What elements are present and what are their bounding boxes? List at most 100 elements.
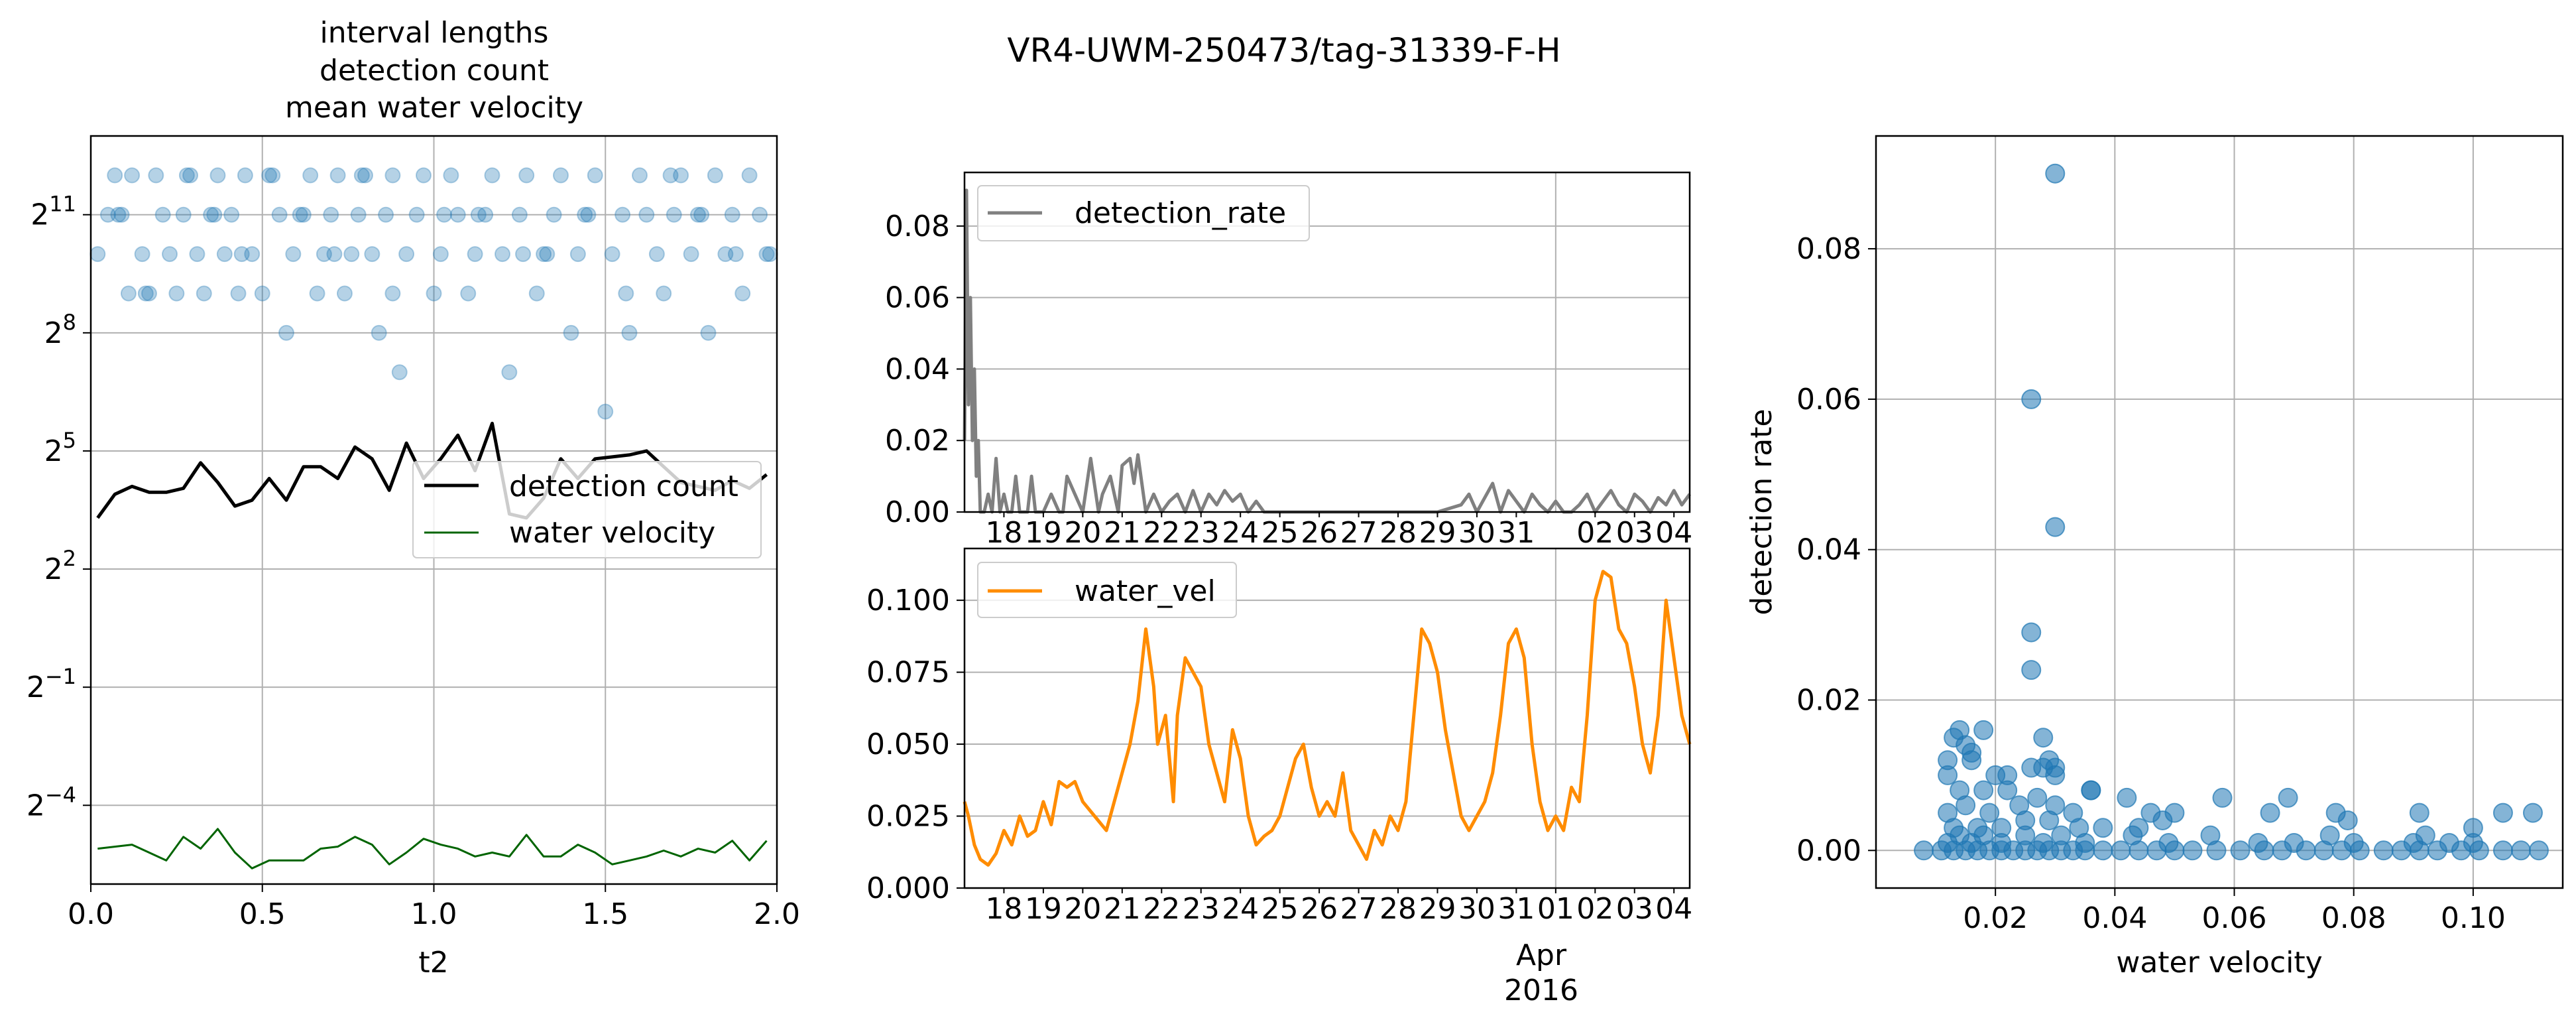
right-scatter-point xyxy=(2093,818,2113,838)
left-title-line-3: mean water velocity xyxy=(285,91,583,125)
right-scatter-point xyxy=(2164,802,2185,823)
middle-bottom-xtick-label: 19 xyxy=(1025,892,1062,926)
right-xlabel: water velocity xyxy=(2116,946,2322,980)
left-legend-label-velocity: water velocity xyxy=(509,516,715,550)
right-scatter-point xyxy=(2260,802,2280,823)
left-interval-point xyxy=(662,167,679,184)
middle-top-ytick-label: 0.00 xyxy=(885,495,950,529)
left-interval-point xyxy=(216,246,233,263)
middle-top-xtick-label: 02 xyxy=(1576,516,1613,550)
left-interval-point xyxy=(350,206,367,223)
left-interval-point xyxy=(495,246,510,263)
left-interval-point xyxy=(511,206,528,223)
right-panel: 0.02 0.04 0.06 0.08 0.10 0.00 0.02 0.04 0.06 0.08… xyxy=(1745,135,2564,980)
left-ytick-label: 28 xyxy=(44,310,76,350)
left-interval-point xyxy=(604,246,620,263)
right-scatter-point xyxy=(2123,825,2143,846)
right-scatter-point xyxy=(2439,832,2459,853)
left-interval-point xyxy=(528,285,545,302)
middle-top-xtick-label: 03 xyxy=(1616,516,1653,550)
middle-top-xtick-label: 18 xyxy=(985,516,1022,550)
middle-bottom-xtick-label: 25 xyxy=(1261,892,1299,926)
right-ytick-label: 0.02 xyxy=(1796,684,1861,718)
middle-top-xtick-label: 29 xyxy=(1419,516,1456,550)
middle-top-xtick-label: 24 xyxy=(1222,516,1259,550)
middle-bottom-ytick-label: 0.025 xyxy=(866,800,950,834)
left-interval-point xyxy=(233,246,250,263)
left-interval-point xyxy=(391,364,408,381)
middle-bottom-series-line xyxy=(963,570,1692,867)
left-interval-point xyxy=(261,167,278,184)
middle-top-legend-box xyxy=(977,185,1310,241)
right-scatter-point xyxy=(2051,825,2072,846)
left-interval-point xyxy=(648,246,665,263)
left-legend-box xyxy=(412,461,762,558)
right-scatter-point xyxy=(2027,787,2048,808)
middle-bottom-xtick-label: 18 xyxy=(985,892,1022,926)
left-interval-point xyxy=(484,167,500,184)
middle-top-lines xyxy=(963,188,1692,514)
right-scatter-point xyxy=(2093,840,2113,861)
right-scatter-point xyxy=(2045,163,2066,184)
left-interval-point xyxy=(343,246,360,263)
left-interval-point xyxy=(120,285,137,302)
right-grid xyxy=(1876,136,2563,888)
left-interval-point xyxy=(700,324,717,341)
middle-top-xtick-label: 27 xyxy=(1340,516,1377,550)
left-interval-point xyxy=(244,246,261,263)
left-interval-point xyxy=(552,167,569,184)
right-scatter-point xyxy=(2021,389,2042,409)
right-scatter-point xyxy=(2415,825,2435,846)
left-interval-point xyxy=(353,167,370,184)
left-legend: detection count water velocity xyxy=(412,461,762,558)
left-interval-point xyxy=(364,246,381,263)
left-interval-point xyxy=(518,167,535,184)
left-interval-point xyxy=(666,206,682,223)
right-scatter-point xyxy=(2319,825,2340,846)
right-xtick-label: 0.10 xyxy=(2441,901,2506,935)
left-interval-point xyxy=(683,246,699,263)
right-scatter-point xyxy=(2337,810,2358,830)
left-interval-point xyxy=(432,246,449,263)
right-scatter-point xyxy=(2230,840,2251,861)
middle-top-legend-label: detection_rate xyxy=(1075,196,1286,230)
left-interval-point xyxy=(203,206,219,223)
middle-top-series-line xyxy=(963,188,1692,514)
middle-top-ytick-label: 0.04 xyxy=(885,352,950,386)
left-ytick-label: 211 xyxy=(30,192,76,232)
left-interval-point xyxy=(302,167,319,184)
left-interval-point xyxy=(618,285,634,302)
left-interval-point xyxy=(154,206,171,223)
figure-suptitle: VR4-UWM-250473/tag-31339-F-H xyxy=(1007,31,1560,70)
middle-bottom-xtick-label: 02 xyxy=(1576,892,1613,926)
middle-bottom-xtick-label: 30 xyxy=(1458,892,1495,926)
right-xtick-label: 0.02 xyxy=(1963,901,2028,935)
right-scatter-point xyxy=(2278,787,2298,808)
left-interval-point xyxy=(717,246,734,263)
middle-top-xtick-label: 21 xyxy=(1104,516,1141,550)
left-interval-point xyxy=(563,324,579,341)
left-interval-point xyxy=(285,246,302,263)
middle-top-xtick-label: 26 xyxy=(1301,516,1338,550)
right-xtick-label: 0.08 xyxy=(2321,901,2386,935)
right-scatter-point xyxy=(2039,750,2060,771)
left-interval-point xyxy=(587,167,603,184)
right-scatter-point xyxy=(2343,832,2364,853)
middle-bottom-lines xyxy=(963,570,1692,867)
right-ytick-label: 0.04 xyxy=(1796,533,1861,567)
right-scatter-point xyxy=(2033,832,2054,853)
left-interval-point xyxy=(577,206,593,223)
left-interval-point xyxy=(162,246,178,263)
left-interval-point xyxy=(99,206,116,223)
middle-top-xtick-label: 04 xyxy=(1655,516,1692,550)
left-interval-point xyxy=(357,167,373,184)
right-scatter-point xyxy=(1938,765,1958,785)
left-interval-point xyxy=(124,167,141,184)
left-interval-point xyxy=(384,167,401,184)
left-interval-point xyxy=(656,285,672,302)
left-interval-point xyxy=(107,167,123,184)
left-interval-point xyxy=(168,285,185,302)
right-scatter-point xyxy=(2111,840,2131,861)
